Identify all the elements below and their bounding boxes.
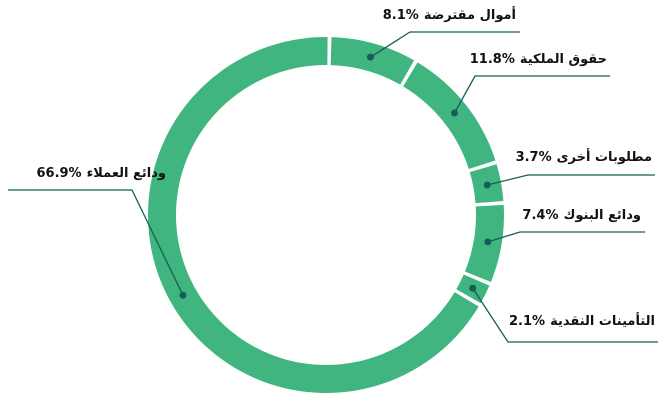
label-value: 3.7% [516,150,552,165]
leader-line [370,31,520,58]
leader-dot [483,181,491,189]
leader-dot [366,53,374,61]
leader-line [8,189,184,296]
leader-dot [450,109,458,117]
leader-line [487,174,655,186]
label-value: 11.8% [470,52,515,67]
leader-line [453,75,610,114]
leader-dot [469,284,477,292]
donut-segment [403,62,496,170]
leader-line [487,231,645,243]
label-value: 7.4% [522,208,558,223]
label-value: 2.1% [509,314,545,329]
donut-segment [330,37,415,85]
label-name: حقوق الملكية [520,52,607,67]
leader-line [472,287,658,343]
label-name: ودائع العملاء [87,166,166,181]
label-name: التأمينات النقدية [550,312,655,329]
label-name: أموال مقترضة [424,6,516,23]
label-name: مطلوبات أخرى [557,148,652,165]
leader-dot [179,291,187,299]
label-name: ودائع البنوك [563,208,641,223]
leader-dot [484,238,492,246]
label-value: 8.1% [383,8,419,23]
label-value: 66.9% [36,166,81,181]
donut-segment [464,204,504,283]
